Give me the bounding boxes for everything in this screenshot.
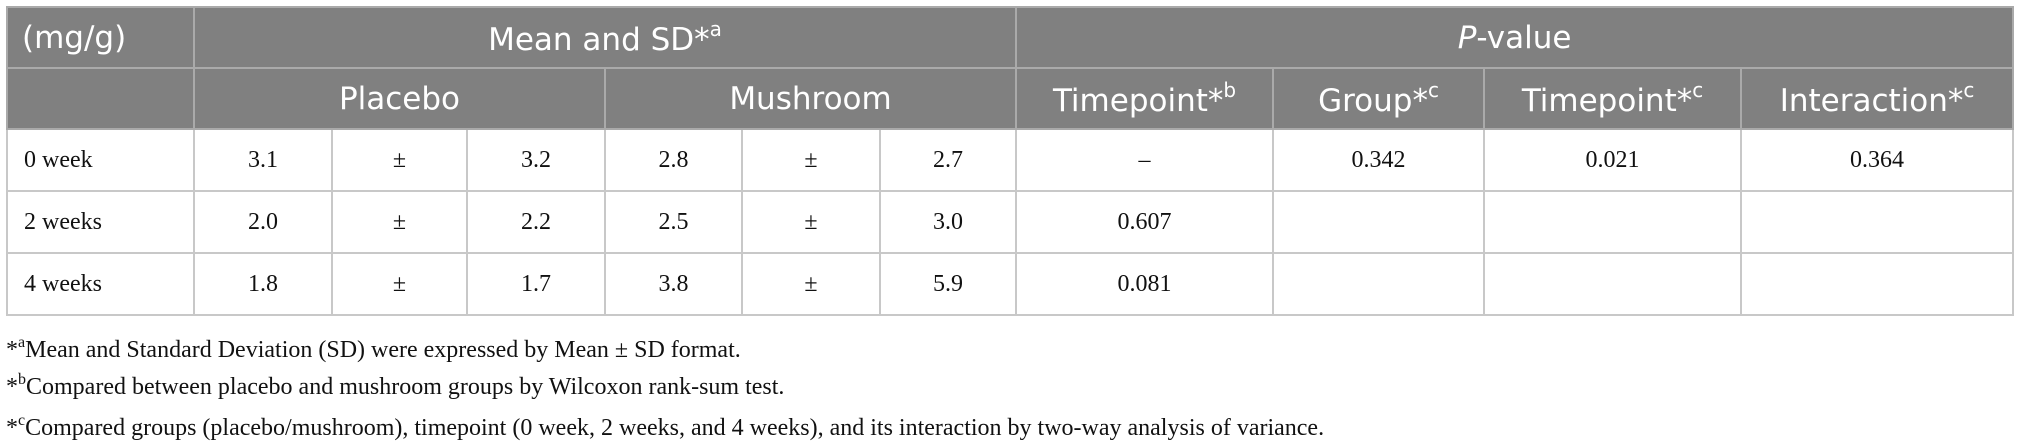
- table-cell: 5.9: [878, 252, 1018, 316]
- table-cell: 2.8: [604, 128, 743, 192]
- table-cell: 0 week: [6, 128, 195, 192]
- header-cell: Group*c: [1272, 67, 1486, 130]
- header-cell: Timepoint*c: [1483, 67, 1743, 130]
- table-row: 2 weeks 2.0 ±2.2 2.5 ±3.0 0.607: [6, 190, 2015, 254]
- table-cell: 2 weeks: [6, 190, 195, 254]
- header-text: Timepoint*: [1521, 83, 1693, 119]
- table-cell: [1272, 190, 1486, 254]
- header-cell: Interaction*c: [1740, 67, 2015, 130]
- table-cell: [1740, 190, 2015, 254]
- header-cell: Mushroom: [603, 67, 1018, 130]
- table-cell: ±: [331, 252, 468, 316]
- footnote: *aMean and Standard Deviation (SD) were …: [6, 334, 741, 364]
- table-cell: 2.7: [878, 128, 1018, 192]
- table-cell: 3.8: [604, 252, 743, 316]
- table-cell: 0.081: [1015, 252, 1275, 316]
- table-cell: 0.364: [1740, 128, 2015, 192]
- footnote-mark: *: [6, 415, 18, 441]
- table-cell: 0.607: [1015, 190, 1275, 254]
- header-cell: (mg/g): [6, 6, 195, 69]
- table-cell: –: [1015, 128, 1275, 192]
- table-cell: 3.1: [193, 128, 333, 192]
- table-cell: ±: [741, 128, 881, 192]
- header-text: -value: [1476, 19, 1572, 56]
- superscript: c: [1427, 78, 1439, 102]
- superscript: b: [18, 371, 26, 388]
- footnote: *bCompared between placebo and mushroom …: [6, 371, 784, 401]
- table-cell: 3.2: [466, 128, 606, 192]
- table-cell: 2.5: [604, 190, 743, 254]
- table-cell: 3.0: [878, 190, 1018, 254]
- table-cell: 1.8: [193, 252, 333, 316]
- superscript: c: [1963, 78, 1975, 102]
- header-cell: Timepoint*b: [1015, 67, 1275, 130]
- header-text: Mean and SD*: [488, 22, 710, 58]
- footnote-mark: *: [6, 337, 18, 363]
- table-cell: 0.021: [1483, 128, 1743, 192]
- data-table: (mg/g) Mean and SD*a P-value Placebo Mus…: [6, 6, 2015, 316]
- superscript: c: [1692, 78, 1704, 102]
- table-cell: [1483, 252, 1743, 316]
- table-cell: ±: [741, 252, 881, 316]
- table-cell: 1.7: [466, 252, 606, 316]
- table-cell: ±: [331, 128, 468, 192]
- table-cell: 0.342: [1272, 128, 1486, 192]
- header-text: Timepoint*: [1052, 83, 1224, 119]
- footnote-text: Mean and Standard Deviation (SD) were ex…: [25, 337, 741, 363]
- table-cell: [1272, 252, 1486, 316]
- table-cell: [1740, 252, 2015, 316]
- footnote-text: Compared groups (placebo/mushroom), time…: [25, 415, 1325, 441]
- header-cell: P-value: [1015, 6, 2015, 69]
- header-text: Group*: [1318, 83, 1428, 119]
- table-cell: [1483, 190, 1743, 254]
- header-text: Interaction*: [1779, 83, 1964, 119]
- superscript: b: [1223, 78, 1237, 102]
- table-cell: 2.0: [193, 190, 333, 254]
- table-cell: 4 weeks: [6, 252, 195, 316]
- superscript: a: [18, 334, 26, 351]
- table-row: 4 weeks 1.8 ±1.7 3.8 ±5.9 0.081: [6, 252, 2015, 316]
- superscript: c: [18, 412, 26, 429]
- header-cell: Mean and SD*a: [192, 6, 1018, 69]
- footnote-mark: *: [6, 374, 18, 400]
- table-cell: ±: [741, 190, 881, 254]
- table-cell: 2.2: [466, 190, 606, 254]
- table-row: 0 week 3.1 ±3.2 2.8 ±2.7–0.342 0.021 0.364: [6, 128, 2015, 192]
- superscript: a: [709, 17, 722, 41]
- table-cell: ±: [331, 190, 468, 254]
- header-text: P: [1457, 19, 1477, 56]
- footnote-text: Compared between placebo and mushroom gr…: [26, 374, 785, 400]
- footnote: *cCompared groups (placebo/mushroom), ti…: [6, 412, 1324, 442]
- header-cell: Placebo: [193, 67, 606, 130]
- header-cell: [6, 67, 195, 130]
